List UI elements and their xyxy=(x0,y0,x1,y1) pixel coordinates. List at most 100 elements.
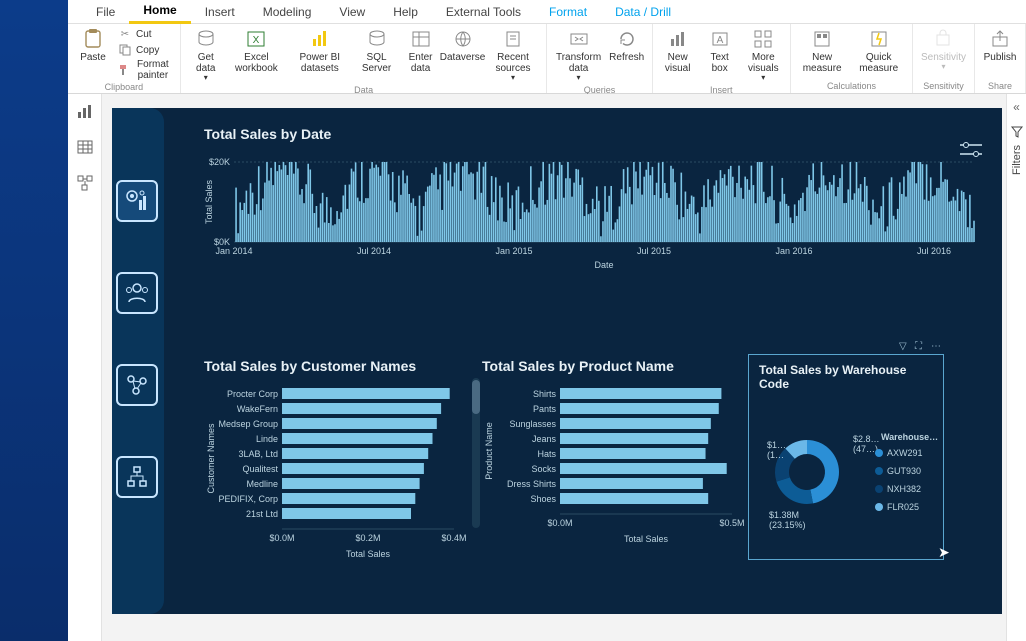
prod-title: Total Sales by Product Name xyxy=(482,358,742,374)
nav-dashboard-icon[interactable] xyxy=(116,180,158,222)
recent-sources-button[interactable]: Recent sources▾ xyxy=(484,26,543,85)
quick-measure-button[interactable]: Quick measure xyxy=(849,26,908,76)
sensitivity-icon xyxy=(932,28,954,50)
tab-file[interactable]: File xyxy=(82,1,129,23)
format-painter-button[interactable]: Format painter xyxy=(114,58,176,82)
transform-icon xyxy=(568,28,590,50)
new-measure-icon xyxy=(811,28,833,50)
report-canvas[interactable]: Total Sales by Date $20K$0KTotal SalesJa… xyxy=(112,108,1002,614)
text-box-button[interactable]: AText box xyxy=(699,26,741,76)
tab-home[interactable]: Home xyxy=(129,0,190,24)
customer-scrollbar[interactable] xyxy=(472,378,480,528)
product-bar-chart[interactable]: Total Sales by Product Name ShirtsPantsS… xyxy=(482,358,742,588)
new-visual-button[interactable]: New visual xyxy=(657,26,699,76)
pbi-datasets-button[interactable]: Power BI datasets xyxy=(286,26,353,76)
report-view-icon[interactable] xyxy=(76,102,94,120)
focus-icon[interactable]: ⛶ xyxy=(915,341,927,353)
svg-text:3LAB, Ltd: 3LAB, Ltd xyxy=(238,449,278,459)
svg-text:Jan 2014: Jan 2014 xyxy=(215,246,252,256)
svg-text:Jul 2015: Jul 2015 xyxy=(637,246,671,256)
customer-bar-chart[interactable]: Total Sales by Customer Names Procter Co… xyxy=(204,358,464,588)
svg-text:Procter Corp: Procter Corp xyxy=(227,389,278,399)
donut-title: Total Sales by Warehouse Code xyxy=(759,363,933,392)
ts-title: Total Sales by Date xyxy=(204,126,984,142)
cut-button[interactable]: ✂Cut xyxy=(114,26,176,42)
refresh-button[interactable]: Refresh xyxy=(606,26,648,65)
svg-text:$1…: $1… xyxy=(767,440,786,450)
get-data-button[interactable]: Get data▾ xyxy=(185,26,227,85)
excel-button[interactable]: XExcel workbook xyxy=(227,26,286,76)
svg-text:$2.8…: $2.8… xyxy=(853,434,880,444)
cut-icon: ✂ xyxy=(118,27,132,41)
svg-text:Hats: Hats xyxy=(537,449,556,459)
tab-insert[interactable]: Insert xyxy=(191,1,249,23)
svg-text:Total Sales: Total Sales xyxy=(204,179,214,224)
tab-help[interactable]: Help xyxy=(379,1,432,23)
more-icon[interactable]: ⋯ xyxy=(931,341,943,353)
paste-label: Paste xyxy=(80,52,106,63)
svg-text:Jul 2016: Jul 2016 xyxy=(917,246,951,256)
enter-data-button[interactable]: Enter data xyxy=(400,26,442,76)
nav-network-icon[interactable] xyxy=(116,364,158,406)
svg-text:$0.2M: $0.2M xyxy=(355,533,380,543)
new-measure-button[interactable]: New measure xyxy=(795,26,849,76)
dataverse-button[interactable]: Dataverse xyxy=(442,26,484,65)
svg-text:X: X xyxy=(253,35,260,46)
group-label-calc: Calculations xyxy=(795,81,908,93)
view-rail xyxy=(68,94,102,641)
paste-icon xyxy=(82,28,104,50)
svg-text:Total Sales: Total Sales xyxy=(624,534,669,544)
brush-icon xyxy=(118,63,130,77)
new-visual-icon xyxy=(667,28,689,50)
tab-external-tools[interactable]: External Tools xyxy=(432,1,535,23)
tab-format[interactable]: Format xyxy=(535,1,601,23)
dataverse-icon xyxy=(452,28,474,50)
ribbon: Paste ✂Cut Copy Format painter Clipboard… xyxy=(68,24,1026,94)
model-view-icon[interactable] xyxy=(76,174,94,192)
sql-icon xyxy=(366,28,388,50)
publish-icon xyxy=(989,28,1011,50)
recent-icon xyxy=(502,28,524,50)
filter-icon[interactable]: ▽ xyxy=(899,341,911,353)
warehouse-donut-chart[interactable]: ▽ ⛶ ⋯ Total Sales by Warehouse Code $1…(… xyxy=(748,354,944,560)
visual-header: ▽ ⛶ ⋯ xyxy=(899,341,943,353)
paste-button[interactable]: Paste xyxy=(72,26,114,65)
svg-text:AXW291: AXW291 xyxy=(887,448,923,458)
publish-button[interactable]: Publish xyxy=(979,26,1021,65)
nav-customers-icon[interactable] xyxy=(116,272,158,314)
refresh-icon xyxy=(616,28,638,50)
cust-title: Total Sales by Customer Names xyxy=(204,358,464,374)
svg-text:FLR025: FLR025 xyxy=(887,502,919,512)
svg-text:A: A xyxy=(716,35,723,46)
enter-data-icon xyxy=(410,28,432,50)
svg-text:Jul 2014: Jul 2014 xyxy=(357,246,391,256)
ribbon-tabs: FileHomeInsertModelingViewHelpExternal T… xyxy=(68,0,1026,24)
timeseries-chart[interactable]: Total Sales by Date $20K$0KTotal SalesJa… xyxy=(204,126,984,276)
sensitivity-button: Sensitivity▾ xyxy=(917,26,970,74)
sql-server-button[interactable]: SQL Server xyxy=(354,26,400,76)
filters-label: Filters xyxy=(1011,145,1023,175)
svg-text:$20K: $20K xyxy=(209,157,230,167)
svg-text:Product Name: Product Name xyxy=(484,422,494,480)
svg-text:Medline: Medline xyxy=(246,479,278,489)
report-nav xyxy=(112,180,162,498)
more-visuals-button[interactable]: More visuals▾ xyxy=(741,26,786,85)
svg-text:Warehouse…: Warehouse… xyxy=(881,432,938,442)
tab-modeling[interactable]: Modeling xyxy=(249,1,326,23)
chevron-left-icon[interactable]: « xyxy=(1013,100,1020,114)
excel-icon: X xyxy=(245,28,267,50)
svg-text:Dress Shirts: Dress Shirts xyxy=(507,479,557,489)
tab-data-drill[interactable]: Data / Drill xyxy=(601,1,685,23)
svg-text:(23.15%): (23.15%) xyxy=(769,520,806,530)
more-visuals-icon xyxy=(752,28,774,50)
transform-data-button[interactable]: Transform data▾ xyxy=(551,26,605,85)
nav-hierarchy-icon[interactable] xyxy=(116,456,158,498)
svg-text:Jeans: Jeans xyxy=(532,434,557,444)
data-view-icon[interactable] xyxy=(76,138,94,156)
svg-text:$0.5M: $0.5M xyxy=(719,518,744,528)
text-box-icon: A xyxy=(709,28,731,50)
svg-text:WakeFern: WakeFern xyxy=(237,404,278,414)
filters-pane-collapsed[interactable]: « Filters xyxy=(1006,94,1026,641)
tab-view[interactable]: View xyxy=(325,1,379,23)
copy-button[interactable]: Copy xyxy=(114,42,176,58)
